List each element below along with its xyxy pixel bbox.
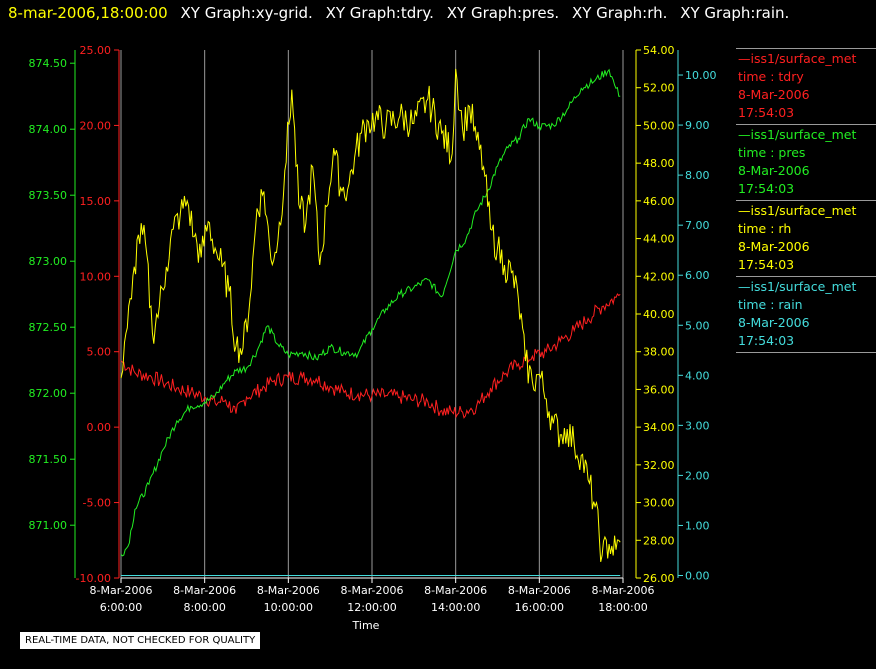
graph-title-xy-grid: XY Graph:xy-grid. — [180, 4, 313, 22]
x-tick-label-time: 14:00:00 — [431, 601, 480, 614]
rh-y-tick-label: 38.00 — [643, 346, 675, 359]
pres-y-tick-label: 872.50 — [29, 321, 68, 334]
graph-title-rh: XY Graph:rh. — [571, 4, 668, 22]
tdry-y-tick-label: 10.00 — [80, 270, 112, 283]
rh-y-tick-label: 32.00 — [643, 459, 675, 472]
graph-title-tdry: XY Graph:tdry. — [325, 4, 434, 22]
rh-y-tick-label: 44.00 — [643, 233, 675, 246]
legend-time: 17:54:03 — [738, 333, 795, 348]
x-tick-label-date: 8-Mar-2006 — [257, 584, 320, 597]
rh-y-tick-label: 40.00 — [643, 308, 675, 321]
legend-date: 8-Mar-2006 — [738, 87, 810, 102]
pres-y-tick-label: 871.00 — [29, 519, 68, 532]
x-tick-label-time: 6:00:00 — [100, 601, 142, 614]
rain-y-tick-label: 4.00 — [685, 369, 710, 382]
legend-time: 17:54:03 — [738, 181, 795, 196]
rh-y-tick-label: 26.00 — [643, 572, 675, 585]
x-tick-label-date: 8-Mar-2006 — [592, 584, 655, 597]
legend-entry-rain: —iss1/surface_met time : rain 8-Mar-2006… — [736, 276, 876, 353]
legend-time: 17:54:03 — [738, 257, 795, 272]
legend-source: —iss1/surface_met — [738, 51, 857, 66]
x-tick-label-date: 8-Mar-2006 — [341, 584, 404, 597]
rain-y-tick-label: 10.00 — [685, 69, 717, 82]
legend-time: 17:54:03 — [738, 105, 795, 120]
legend-source: —iss1/surface_met — [738, 279, 857, 294]
x-tick-label-time: 10:00:00 — [264, 601, 313, 614]
graph-header: 8-mar-2006,18:00:00 XY Graph:xy-grid. XY… — [8, 4, 797, 24]
x-tick-label-date: 8-Mar-2006 — [90, 584, 153, 597]
pres-y-tick-label: 874.00 — [29, 123, 68, 136]
tdry-y-tick-label: 0.00 — [87, 421, 112, 434]
x-tick-label-time: 8:00:00 — [183, 601, 225, 614]
legend: —iss1/surface_met time : tdry 8-Mar-2006… — [736, 48, 876, 353]
rh-y-tick-label: 42.00 — [643, 270, 675, 283]
rh-y-tick-label: 48.00 — [643, 157, 675, 170]
legend-variable: time : pres — [738, 145, 806, 160]
rh-y-tick-label: 30.00 — [643, 497, 675, 510]
legend-entry-rh: —iss1/surface_met time : rh 8-Mar-2006 1… — [736, 200, 876, 276]
x-tick-label-date: 8-Mar-2006 — [508, 584, 571, 597]
tdry-series-line — [120, 293, 621, 419]
rh-series-line — [120, 68, 621, 563]
legend-date: 8-Mar-2006 — [738, 315, 810, 330]
rain-y-tick-label: 0.00 — [685, 569, 710, 582]
pres-y-tick-label: 872.00 — [29, 387, 68, 400]
legend-variable: time : tdry — [738, 69, 804, 84]
tdry-y-tick-label: 15.00 — [80, 195, 112, 208]
legend-entry-pres: —iss1/surface_met time : pres 8-Mar-2006… — [736, 124, 876, 200]
legend-date: 8-Mar-2006 — [738, 239, 810, 254]
x-tick-label-time: 12:00:00 — [347, 601, 396, 614]
legend-source: —iss1/surface_met — [738, 203, 857, 218]
tdry-y-tick-label: -10.00 — [76, 572, 111, 585]
tdry-y-tick-label: 20.00 — [80, 119, 112, 132]
x-tick-label-date: 8-Mar-2006 — [424, 584, 487, 597]
rain-y-tick-label: 5.00 — [685, 319, 710, 332]
rain-y-tick-label: 2.00 — [685, 469, 710, 482]
pres-y-tick-label: 873.50 — [29, 189, 68, 202]
pres-y-tick-label: 873.00 — [29, 255, 68, 268]
legend-entry-tdry: —iss1/surface_met time : tdry 8-Mar-2006… — [736, 48, 876, 124]
rain-y-tick-label: 6.00 — [685, 269, 710, 282]
rh-y-tick-label: 36.00 — [643, 383, 675, 396]
legend-variable: time : rh — [738, 221, 792, 236]
quality-notice: REAL-TIME DATA, NOT CHECKED FOR QUALITY — [20, 632, 261, 649]
rh-y-tick-label: 50.00 — [643, 119, 675, 132]
graph-title-pres: XY Graph:pres. — [446, 4, 560, 22]
rh-y-tick-label: 46.00 — [643, 195, 675, 208]
rain-y-tick-label: 1.00 — [685, 519, 710, 532]
rain-y-tick-label: 9.00 — [685, 119, 710, 132]
x-axis-title: Time — [352, 619, 380, 632]
rh-y-tick-label: 52.00 — [643, 82, 675, 95]
rh-y-tick-label: 34.00 — [643, 421, 675, 434]
tdry-y-tick-label: -5.00 — [83, 497, 111, 510]
legend-variable: time : rain — [738, 297, 803, 312]
rain-y-tick-label: 7.00 — [685, 219, 710, 232]
x-tick-label-date: 8-Mar-2006 — [173, 584, 236, 597]
pres-series-line — [120, 68, 621, 557]
legend-date: 8-Mar-2006 — [738, 163, 810, 178]
tdry-y-tick-label: 25.00 — [80, 44, 112, 57]
graph-title-rain: XY Graph:rain. — [680, 4, 790, 22]
legend-source: —iss1/surface_met — [738, 127, 857, 142]
rh-y-tick-label: 54.00 — [643, 44, 675, 57]
tdry-y-tick-label: 5.00 — [87, 346, 112, 359]
rain-y-tick-label: 8.00 — [685, 169, 710, 182]
pres-y-tick-label: 874.50 — [29, 57, 68, 70]
x-tick-label-time: 18:00:00 — [598, 601, 647, 614]
timestamp: 8-mar-2006,18:00:00 — [8, 4, 168, 22]
rain-y-tick-label: 3.00 — [685, 419, 710, 432]
x-tick-label-time: 16:00:00 — [515, 601, 564, 614]
pres-y-tick-label: 871.50 — [29, 453, 68, 466]
rh-y-tick-label: 28.00 — [643, 534, 675, 547]
